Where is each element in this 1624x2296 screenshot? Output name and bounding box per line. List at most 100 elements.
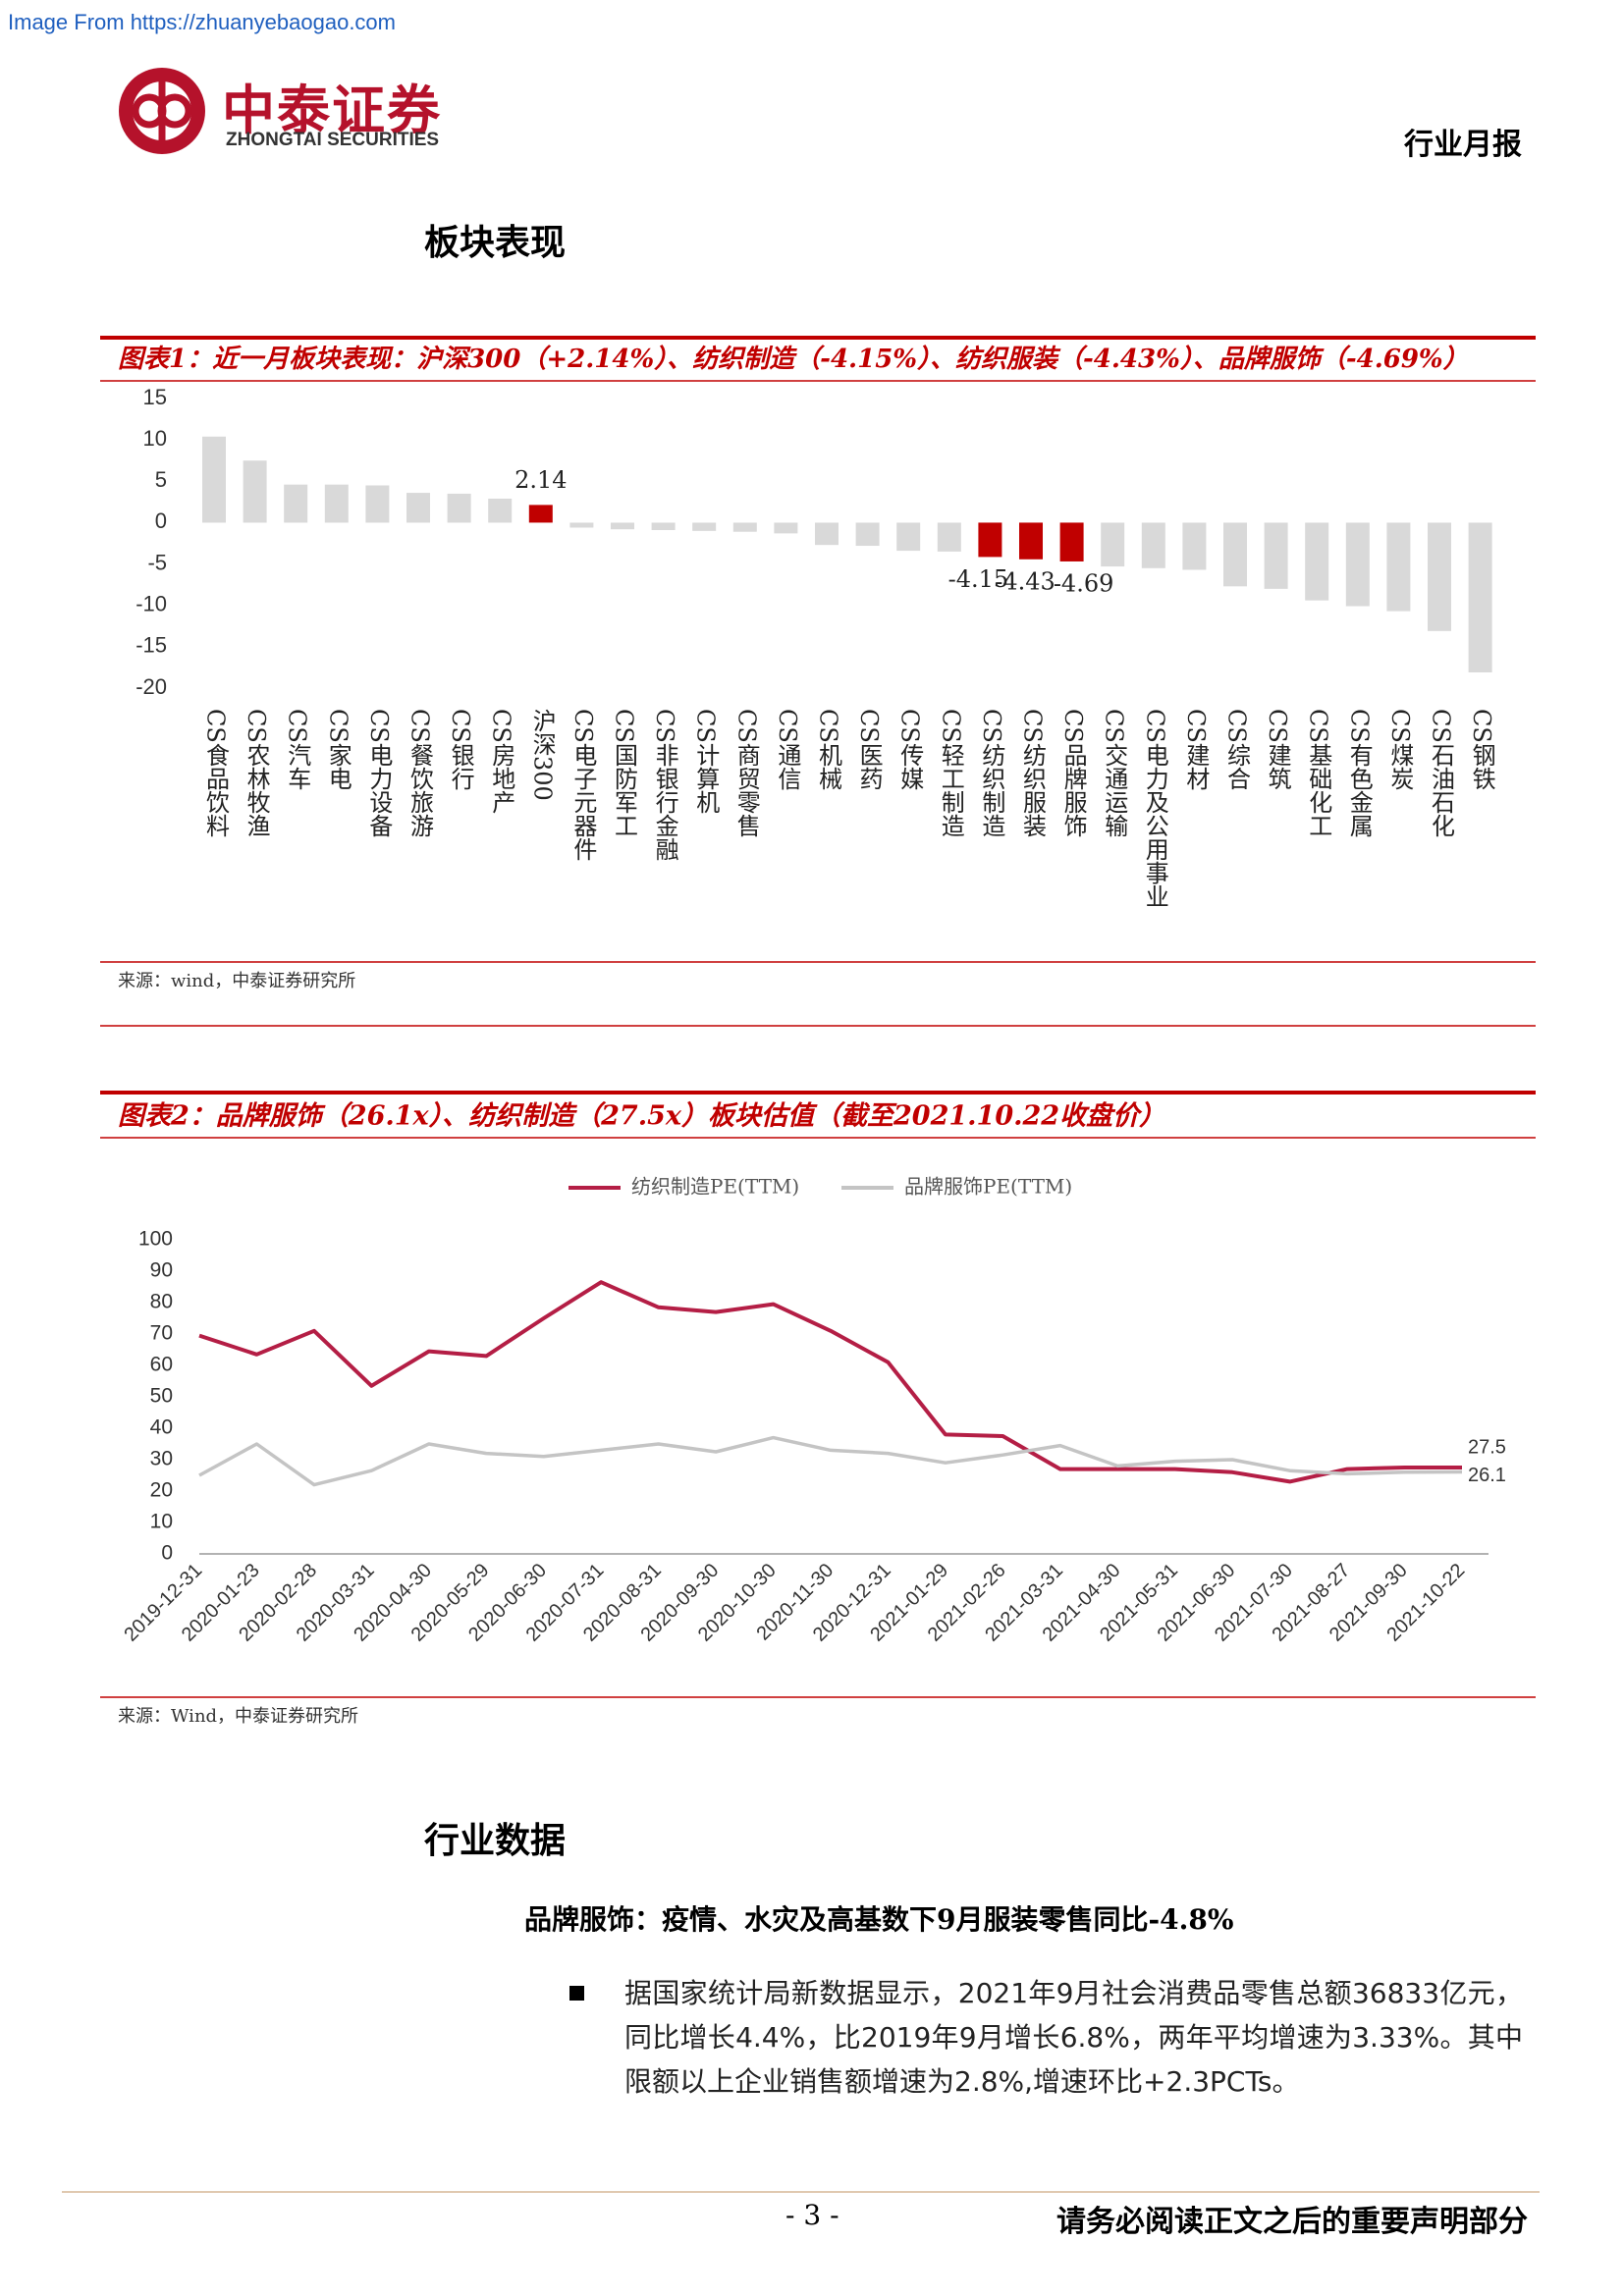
bar xyxy=(488,498,513,523)
bar xyxy=(284,484,308,523)
logo-name: 中泰证券 xyxy=(222,80,442,141)
x-tick-label: CS计算机 xyxy=(692,709,720,814)
x-tick-label: CS餐饮旅游 xyxy=(406,709,434,837)
x-tick-label: CS医药 xyxy=(855,709,883,790)
x-tick-label: CS食品饮料 xyxy=(202,709,230,837)
bar xyxy=(1386,522,1411,612)
bar xyxy=(324,484,349,523)
watermark: Image From https://zhuanyebaogao.com xyxy=(8,10,396,34)
disclaimer: 请务必阅读正文之后的重要声明部分 xyxy=(1056,2205,1528,2239)
y-tick-label: 80 xyxy=(150,1291,173,1313)
x-tick-label: CS通信 xyxy=(774,709,801,790)
section-title: 行业数据 xyxy=(424,1820,567,1861)
bar xyxy=(1101,522,1125,567)
bar xyxy=(896,522,921,552)
legend-label: 品牌服饰PE(TTM) xyxy=(904,1175,1072,1199)
bar xyxy=(732,522,757,532)
y-tick-label: 10 xyxy=(143,426,167,451)
line-series xyxy=(198,1280,1462,1484)
x-tick-label: CS家电 xyxy=(324,709,352,790)
x-tick-label: CS纺织服装 xyxy=(1019,709,1047,837)
x-tick-label: CS轻工制造 xyxy=(937,709,964,837)
bar xyxy=(365,485,390,523)
section-title: 板块表现 xyxy=(424,222,567,263)
x-tick-label: CS电力设备 xyxy=(365,709,393,837)
y-tick-label: -15 xyxy=(135,633,167,658)
bar xyxy=(937,522,961,552)
bar xyxy=(855,522,880,547)
x-tick-label: CS机械 xyxy=(815,709,842,790)
x-tick-label: CS电子元器件 xyxy=(569,709,597,861)
y-tick-label: -20 xyxy=(135,674,167,699)
y-tick-label: 0 xyxy=(161,1542,173,1565)
bar xyxy=(1223,522,1247,587)
bar xyxy=(1182,522,1207,570)
x-tick-label: CS房地产 xyxy=(488,709,515,814)
line-series xyxy=(198,1435,1463,1487)
data-label: -4.15 xyxy=(948,565,1009,593)
y-tick-label: -5 xyxy=(147,550,167,574)
y-tick-label: -10 xyxy=(135,592,167,616)
bar xyxy=(1264,522,1288,589)
bar xyxy=(243,460,267,523)
x-tick-label: 沪深300 xyxy=(528,709,556,801)
x-tick-label: CS建材 xyxy=(1182,709,1210,790)
y-tick-label: 40 xyxy=(150,1416,173,1439)
x-tick-label: CS非银行金融 xyxy=(651,709,678,861)
x-tick-label: CS品牌服饰 xyxy=(1059,709,1087,837)
bar xyxy=(1141,522,1165,568)
y-tick-label: 15 xyxy=(143,385,167,409)
x-tick-label: CS电力及公用事业 xyxy=(1141,709,1168,908)
bar xyxy=(406,493,430,523)
x-tick-label: CS国防军工 xyxy=(611,709,638,837)
page-number: - 3 - xyxy=(785,2199,839,2231)
bar xyxy=(1059,522,1084,561)
bullet-square xyxy=(569,1986,584,2001)
data-label: 27.5 xyxy=(1468,1436,1506,1458)
chart-title: 图表1：近一月板块表现：沪深300（+2.14%）、纺织制造（-4.15%）、纺… xyxy=(118,345,1469,374)
x-tick-label: CS煤炭 xyxy=(1386,709,1414,790)
paragraph: 据国家统计局新数据显示，2021年9月社会消费品零售总额36833亿元，同比增长… xyxy=(624,1977,1523,2098)
bar xyxy=(774,522,798,534)
bar xyxy=(1468,522,1492,672)
y-tick-label: 60 xyxy=(150,1354,173,1376)
x-tick-label: CS汽车 xyxy=(284,709,311,790)
data-label: 2.14 xyxy=(514,466,567,494)
bar xyxy=(692,522,717,531)
data-label: -4.43 xyxy=(995,567,1056,595)
x-tick-label: CS综合 xyxy=(1223,709,1251,790)
bar xyxy=(978,522,1002,558)
y-tick-label: 10 xyxy=(150,1511,173,1533)
y-tick-label: 30 xyxy=(150,1448,173,1470)
bar xyxy=(1428,522,1451,631)
bar xyxy=(611,522,634,530)
bar xyxy=(815,522,839,546)
x-tick-label: CS石油石化 xyxy=(1428,709,1455,837)
bar xyxy=(1019,522,1043,560)
y-tick-label: 70 xyxy=(150,1322,173,1345)
bar xyxy=(651,522,676,531)
bar xyxy=(1305,522,1329,601)
chart-source: 来源：Wind，中泰证券研究所 xyxy=(118,1706,358,1727)
data-label: 26.1 xyxy=(1468,1465,1506,1486)
subheading: 品牌服饰：疫情、水灾及高基数下9月服装零售同比-4.8% xyxy=(524,1903,1234,1936)
y-tick-label: 5 xyxy=(155,467,167,492)
bar xyxy=(528,505,553,523)
y-tick-label: 0 xyxy=(155,508,167,533)
bar xyxy=(569,522,594,528)
data-label: -4.69 xyxy=(1054,569,1114,597)
x-tick-label: CS纺织制造 xyxy=(978,709,1005,837)
logo-subname: ZHONGTAI SECURITIES xyxy=(226,130,440,150)
y-tick-label: 20 xyxy=(150,1479,173,1502)
x-tick-label: CS建筑 xyxy=(1264,709,1291,790)
bar xyxy=(1345,522,1370,607)
x-tick-label: CS银行 xyxy=(447,709,474,790)
x-tick-label: CS商贸零售 xyxy=(732,709,760,837)
x-tick-label: CS交通运输 xyxy=(1101,709,1128,837)
y-tick-label: 100 xyxy=(138,1228,173,1251)
bar xyxy=(202,436,226,523)
x-tick-label: CS农林牧渔 xyxy=(243,709,270,837)
x-tick-label: CS基础化工 xyxy=(1305,709,1332,837)
x-tick-label: CS钢铁 xyxy=(1468,709,1495,790)
